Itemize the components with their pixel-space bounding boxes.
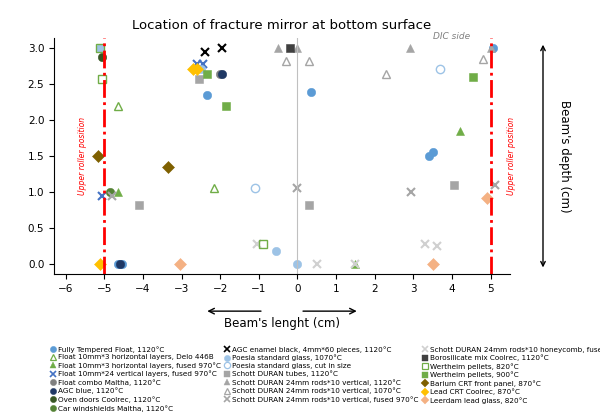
- Title: Location of fracture mirror at bottom surface: Location of fracture mirror at bottom su…: [133, 19, 431, 32]
- Text: DIC side: DIC side: [433, 32, 470, 41]
- Text: Beam's lenght (cm): Beam's lenght (cm): [224, 317, 340, 330]
- Text: Upper roller position: Upper roller position: [508, 117, 517, 195]
- Text: Upper roller position: Upper roller position: [79, 117, 88, 195]
- Legend: Fully Tempered Float, 1120°C, Float 10mm*3 horizontal layers, Delo 446B, Float 1: Fully Tempered Float, 1120°C, Float 10mm…: [49, 344, 600, 413]
- Text: Beam's depth (cm): Beam's depth (cm): [557, 100, 571, 212]
